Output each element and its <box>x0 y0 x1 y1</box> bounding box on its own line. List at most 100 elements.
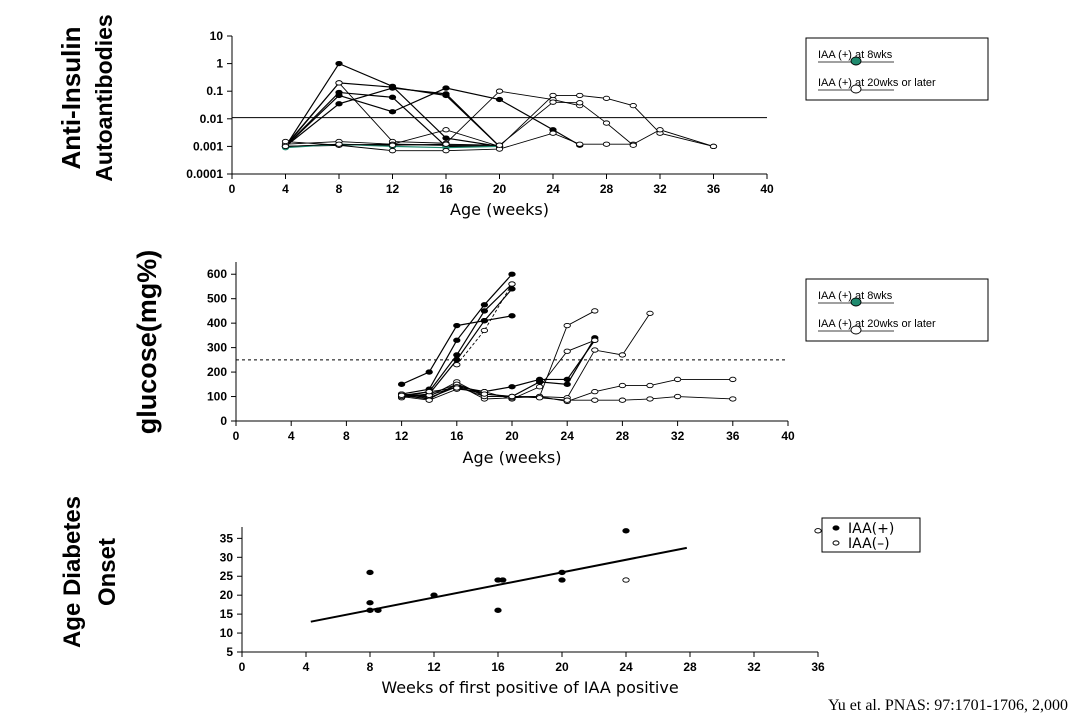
trend-line <box>310 546 687 623</box>
data-point <box>453 357 461 363</box>
data-point <box>563 381 571 387</box>
legend-marker <box>850 325 862 335</box>
x-tick-label: 36 <box>707 182 721 196</box>
x-tick-label: 24 <box>546 182 560 196</box>
y-tick-label: 25 <box>220 569 234 583</box>
onset-panel: 0 4 8 12 16 20 24 28 32 36 5 10 15 20 25 30 35 Weeks of f… <box>59 496 921 697</box>
data-point <box>442 91 450 97</box>
citation: Yu et al. PNAS: 97:1701-1706, 2,000 <box>828 697 1068 714</box>
x-tick-label: 16 <box>439 182 453 196</box>
data-point <box>646 396 654 402</box>
x-tick-label: 36 <box>726 429 740 443</box>
data-point <box>425 369 433 375</box>
data-point <box>335 60 343 67</box>
data-point <box>709 143 718 150</box>
data-point <box>508 286 516 292</box>
data-point <box>729 396 737 402</box>
x-tick-label: 8 <box>336 182 343 196</box>
data-point <box>281 138 290 145</box>
data-point <box>508 384 516 390</box>
data-point <box>535 384 544 390</box>
x-tick-label: 0 <box>239 660 246 674</box>
legend: IAA(+)IAA(–) <box>821 517 921 553</box>
x-tick-label: 12 <box>386 182 400 196</box>
legend-label: IAA(–) <box>848 536 890 552</box>
x-tick-label: 24 <box>619 660 633 674</box>
data-point <box>453 385 461 391</box>
x-tick-label: 40 <box>781 429 795 443</box>
legend-box <box>805 37 989 101</box>
x-tick-label: 28 <box>600 182 614 196</box>
legend-marker <box>850 84 862 94</box>
data-point <box>366 600 374 606</box>
x-tick-label: 28 <box>683 660 697 674</box>
data-point <box>480 302 489 308</box>
data-point <box>591 337 599 343</box>
y-axis-title: Anti-Insulin <box>56 27 86 170</box>
glucose-panel: 0 4 8 12 16 20 24 28 32 36 400100200300400500600Ag… <box>132 250 989 467</box>
data-point <box>563 397 571 403</box>
legend: IAA (+) at 8wks IAA (+) at 20wks or later <box>805 278 989 342</box>
series-line <box>285 95 714 147</box>
data-point <box>480 318 489 324</box>
data-point <box>397 381 406 387</box>
y-tick-label: 0.1 <box>206 84 223 98</box>
y-axis-title: glucose(mg%) <box>132 250 162 435</box>
data-point <box>281 143 290 150</box>
series-line <box>401 273 513 395</box>
data-point <box>629 102 637 109</box>
y-tick-label: 100 <box>207 390 227 404</box>
data-point <box>535 379 544 385</box>
data-point <box>495 96 504 103</box>
legend-label: IAA (+) at 20wks or later <box>818 318 936 330</box>
y-axis-title: Onset <box>94 538 121 606</box>
y-tick-label: 20 <box>220 588 234 602</box>
y-tick-label: 400 <box>207 316 227 330</box>
data-point <box>673 376 682 383</box>
data-point <box>591 347 599 353</box>
data-point <box>397 392 406 398</box>
y-tick-label: 5 <box>226 645 233 659</box>
y-tick-label: 200 <box>207 365 227 379</box>
legend-marker <box>832 525 840 531</box>
y-tick-label: 600 <box>207 267 227 281</box>
data-point <box>618 397 627 403</box>
data-point <box>388 142 397 148</box>
legend-label: IAA(+) <box>848 521 894 537</box>
data-point <box>591 308 599 314</box>
data-point <box>425 388 433 395</box>
x-tick-label: 4 <box>288 429 295 443</box>
legend-label: IAA (+) at 8wks <box>818 290 893 302</box>
y-axis-title: Age Diabetes <box>59 496 86 648</box>
data-point <box>499 577 507 583</box>
data-point <box>453 322 461 329</box>
x-tick-label: 36 <box>811 660 825 674</box>
y-tick-label: 10 <box>220 626 234 640</box>
y-tick-label: 300 <box>207 341 227 355</box>
x-tick-label: 32 <box>747 660 761 674</box>
x-axis-title: Age (weeks) <box>463 448 562 467</box>
series-line <box>285 91 500 147</box>
x-tick-label: 28 <box>616 429 630 443</box>
data-point <box>535 395 544 401</box>
legend-marker <box>850 297 862 307</box>
legend-marker <box>832 540 840 546</box>
data-point <box>508 281 516 287</box>
data-point <box>591 397 599 403</box>
data-point <box>618 382 627 389</box>
data-point <box>602 95 611 102</box>
data-point <box>442 135 450 141</box>
y-tick-label: 15 <box>220 607 234 621</box>
data-point <box>480 327 489 334</box>
y-tick-label: 0.001 <box>193 139 223 153</box>
data-point <box>591 388 599 395</box>
x-tick-label: 32 <box>653 182 667 196</box>
series-line <box>284 62 500 147</box>
legend: IAA (+) at 8wks IAA (+) at 20wks or later <box>805 37 989 101</box>
x-tick-label: 20 <box>505 429 519 443</box>
data-point <box>576 92 584 99</box>
data-point <box>563 348 571 354</box>
x-tick-label: 12 <box>427 660 441 674</box>
data-point <box>480 391 489 397</box>
